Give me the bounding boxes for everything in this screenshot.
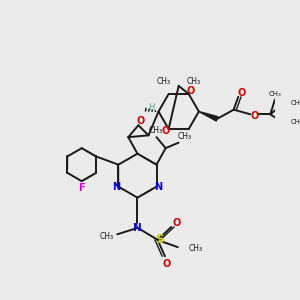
- Text: O: O: [162, 126, 170, 136]
- Text: CH₃: CH₃: [148, 126, 163, 135]
- Text: CH₃: CH₃: [178, 132, 192, 141]
- Text: O: O: [187, 86, 195, 96]
- Text: O: O: [137, 116, 145, 126]
- Text: S: S: [155, 233, 164, 246]
- Text: N: N: [154, 182, 162, 192]
- Text: F: F: [78, 184, 85, 194]
- Text: CH₃: CH₃: [99, 232, 113, 241]
- Text: CH₃: CH₃: [157, 77, 171, 86]
- Text: O: O: [163, 259, 171, 269]
- Text: CH₃: CH₃: [290, 100, 300, 106]
- Text: N: N: [133, 223, 142, 233]
- Text: CH₃: CH₃: [268, 91, 281, 97]
- Text: N: N: [112, 182, 121, 192]
- Text: H: H: [148, 103, 154, 112]
- Text: O: O: [173, 218, 181, 228]
- Text: O: O: [250, 111, 259, 121]
- Text: CH₃: CH₃: [186, 77, 200, 86]
- Text: CH₃: CH₃: [290, 118, 300, 124]
- Text: CH₃: CH₃: [189, 244, 203, 253]
- Text: O: O: [238, 88, 246, 98]
- Polygon shape: [199, 112, 218, 121]
